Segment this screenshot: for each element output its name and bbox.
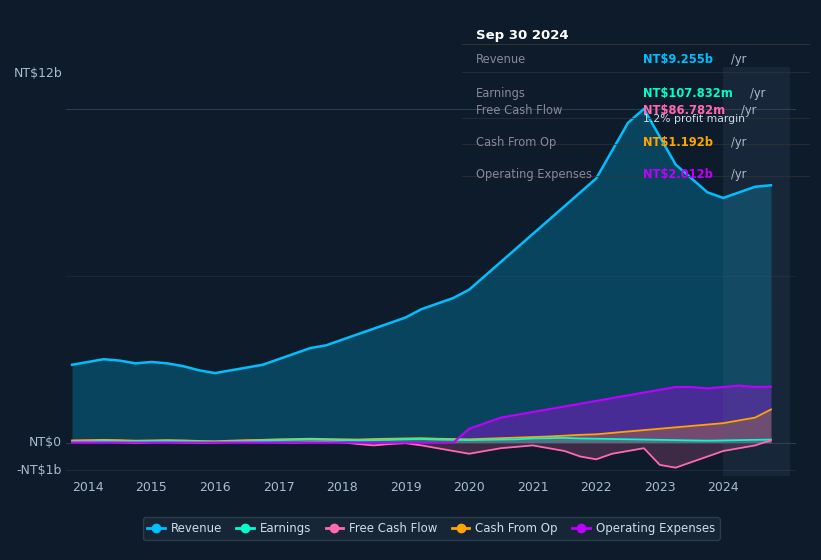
Text: NT$12b: NT$12b	[13, 67, 62, 80]
Text: NT$107.832m: NT$107.832m	[643, 87, 733, 100]
Text: NT$2.012b: NT$2.012b	[643, 168, 713, 181]
Text: NT$9.255b: NT$9.255b	[643, 53, 713, 66]
Text: Free Cash Flow: Free Cash Flow	[476, 104, 562, 117]
Text: NT$0: NT$0	[29, 436, 62, 449]
Text: /yr: /yr	[750, 87, 766, 100]
Text: Cash From Op: Cash From Op	[476, 136, 557, 149]
Text: /yr: /yr	[731, 168, 746, 181]
Text: Earnings: Earnings	[476, 87, 526, 100]
Text: /yr: /yr	[741, 104, 756, 117]
Text: /yr: /yr	[731, 53, 746, 66]
Bar	[723, 67, 790, 476]
Text: Operating Expenses: Operating Expenses	[476, 168, 592, 181]
Legend: Revenue, Earnings, Free Cash Flow, Cash From Op, Operating Expenses: Revenue, Earnings, Free Cash Flow, Cash …	[143, 517, 719, 540]
Text: /yr: /yr	[731, 136, 746, 149]
Text: -NT$1b: -NT$1b	[16, 464, 62, 477]
Text: NT$1.192b: NT$1.192b	[643, 136, 713, 149]
Text: Sep 30 2024: Sep 30 2024	[476, 29, 569, 42]
Text: 1.2% profit margin: 1.2% profit margin	[643, 114, 745, 124]
Text: Revenue: Revenue	[476, 53, 526, 66]
Text: NT$86.782m: NT$86.782m	[643, 104, 726, 117]
